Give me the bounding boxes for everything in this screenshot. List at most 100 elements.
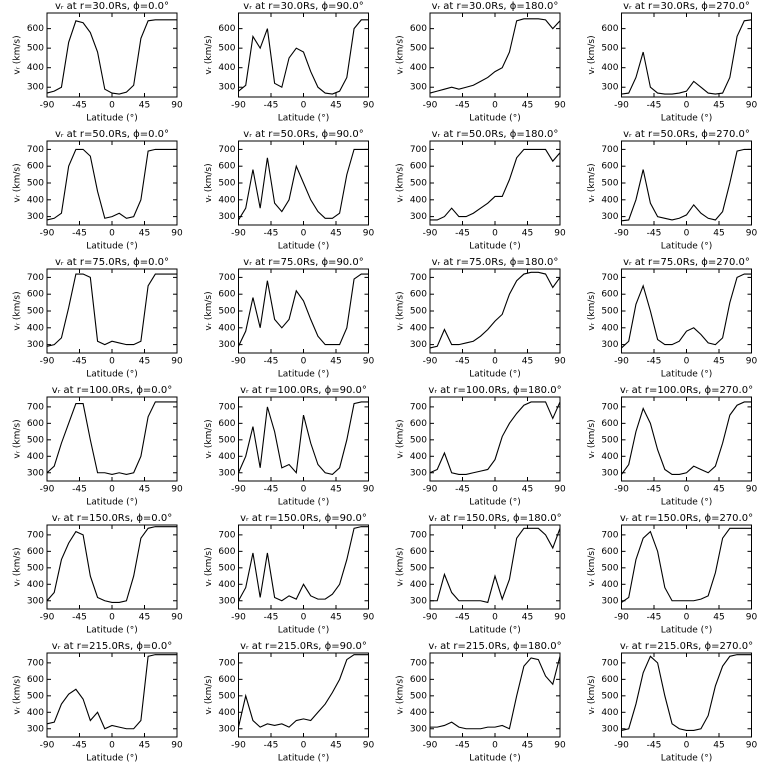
- x-tick-label: -90: [614, 229, 629, 239]
- y-axis-label: vᵣ (km/s): [13, 163, 23, 202]
- y-tick-label: 400: [410, 323, 427, 333]
- data-line: [430, 527, 561, 604]
- x-tick-label: 0: [492, 229, 498, 239]
- x-tick-label: -45: [72, 741, 87, 751]
- y-tick-label: 300: [410, 724, 427, 734]
- y-tick-label: 700: [410, 658, 427, 668]
- y-tick-label: 700: [410, 145, 427, 155]
- x-tick-label: 0: [684, 613, 690, 623]
- plot-frame: [238, 524, 369, 610]
- x-tick-label: -45: [72, 229, 87, 239]
- x-tick-label: -45: [264, 357, 279, 367]
- y-tick-label: 500: [601, 307, 618, 317]
- x-tick-label: 45: [139, 613, 150, 623]
- y-tick-label: 600: [410, 419, 427, 429]
- x-axis-label: Latitude (°): [469, 242, 520, 252]
- x-tick-label: -45: [264, 741, 279, 751]
- y-tick-label: 300: [410, 596, 427, 606]
- x-tick-label: 90: [171, 741, 183, 751]
- panel-title: vᵣ at r=50.0Rs, ϕ=0.0°: [55, 129, 169, 140]
- y-tick-label: 500: [410, 307, 427, 317]
- x-tick-label: 90: [171, 357, 183, 367]
- y-tick-label: 400: [410, 708, 427, 718]
- x-tick-label: 45: [330, 613, 341, 623]
- plot-frame: [621, 652, 752, 738]
- y-tick-label: 700: [601, 530, 618, 540]
- y-axis-label: vᵣ (km/s): [396, 547, 406, 586]
- x-axis-label: Latitude (°): [86, 242, 137, 252]
- y-tick-label: 600: [218, 547, 235, 557]
- y-tick-label: 400: [218, 195, 235, 205]
- x-tick-label: 90: [554, 229, 566, 239]
- x-tick-label: 45: [713, 741, 724, 751]
- x-tick-label: 0: [684, 229, 690, 239]
- x-tick-label: 90: [746, 741, 758, 751]
- x-tick-label: 45: [330, 101, 341, 111]
- y-axis-label: vᵣ (km/s): [396, 675, 406, 714]
- x-tick-label: 0: [109, 229, 115, 239]
- x-tick-label: 0: [492, 485, 498, 495]
- y-tick-label: 400: [410, 63, 427, 73]
- plot-frame: [621, 12, 752, 98]
- y-tick-label: 600: [601, 290, 618, 300]
- x-axis-label: Latitude (°): [469, 370, 520, 380]
- x-axis-label: Latitude (°): [661, 626, 712, 636]
- x-tick-label: -45: [647, 229, 662, 239]
- y-tick-label: 300: [410, 468, 427, 478]
- x-tick-label: 0: [492, 741, 498, 751]
- x-tick-label: -45: [72, 485, 87, 495]
- y-tick-label: 500: [218, 307, 235, 317]
- data-line: [46, 148, 177, 221]
- y-tick-label: 300: [218, 724, 235, 734]
- x-tick-label: -90: [231, 229, 246, 239]
- y-tick-label: 600: [410, 290, 427, 300]
- panel-title: vᵣ at r=30.0Rs, ϕ=0.0°: [55, 1, 169, 12]
- y-tick-label: 300: [27, 212, 44, 222]
- x-tick-label: 45: [713, 101, 724, 111]
- x-tick-label: 0: [109, 101, 115, 111]
- x-axis-label: Latitude (°): [661, 242, 712, 252]
- x-tick-label: 90: [171, 101, 183, 111]
- y-tick-label: 600: [27, 675, 44, 685]
- y-tick-label: 500: [218, 691, 235, 701]
- x-tick-label: -90: [40, 229, 55, 239]
- x-tick-label: -45: [455, 101, 470, 111]
- y-tick-label: 700: [218, 658, 235, 668]
- x-tick-label: -90: [614, 485, 629, 495]
- x-tick-label: -45: [455, 357, 470, 367]
- x-tick-label: 90: [746, 613, 758, 623]
- y-tick-label: 400: [601, 323, 618, 333]
- y-tick-label: 500: [601, 179, 618, 189]
- x-tick-label: -45: [455, 741, 470, 751]
- y-tick-label: 700: [27, 402, 44, 412]
- x-tick-label: 0: [109, 485, 115, 495]
- y-axis-label: vᵣ (km/s): [396, 35, 406, 74]
- x-tick-label: -90: [231, 741, 246, 751]
- x-tick-label: 45: [139, 229, 150, 239]
- x-tick-label: 45: [139, 357, 150, 367]
- x-tick-label: -45: [455, 613, 470, 623]
- y-tick-label: 300: [218, 83, 235, 93]
- y-tick-label: 400: [218, 323, 235, 333]
- x-axis-label: Latitude (°): [469, 498, 520, 508]
- y-tick-label: 400: [27, 63, 44, 73]
- panel-title: vᵣ at r=150.0Rs, ϕ=0.0°: [52, 513, 172, 524]
- y-tick-label: 300: [410, 340, 427, 350]
- x-tick-label: 0: [492, 613, 498, 623]
- y-tick-label: 300: [27, 724, 44, 734]
- y-axis-label: vᵣ (km/s): [396, 291, 406, 330]
- x-tick-label: 0: [109, 613, 115, 623]
- panel-title: vᵣ at r=150.0Rs, ϕ=180.0°: [428, 513, 561, 524]
- y-tick-label: 500: [410, 691, 427, 701]
- x-tick-label: 0: [301, 485, 307, 495]
- x-tick-label: 0: [301, 741, 307, 751]
- plot-frame: [429, 524, 561, 610]
- plot-frame: [46, 396, 178, 482]
- x-axis-label: Latitude (°): [661, 498, 712, 508]
- x-axis-label: Latitude (°): [86, 626, 137, 636]
- y-tick-label: 400: [410, 452, 427, 462]
- y-tick-label: 300: [27, 83, 44, 93]
- y-tick-label: 400: [27, 195, 44, 205]
- x-axis-label: Latitude (°): [278, 626, 329, 636]
